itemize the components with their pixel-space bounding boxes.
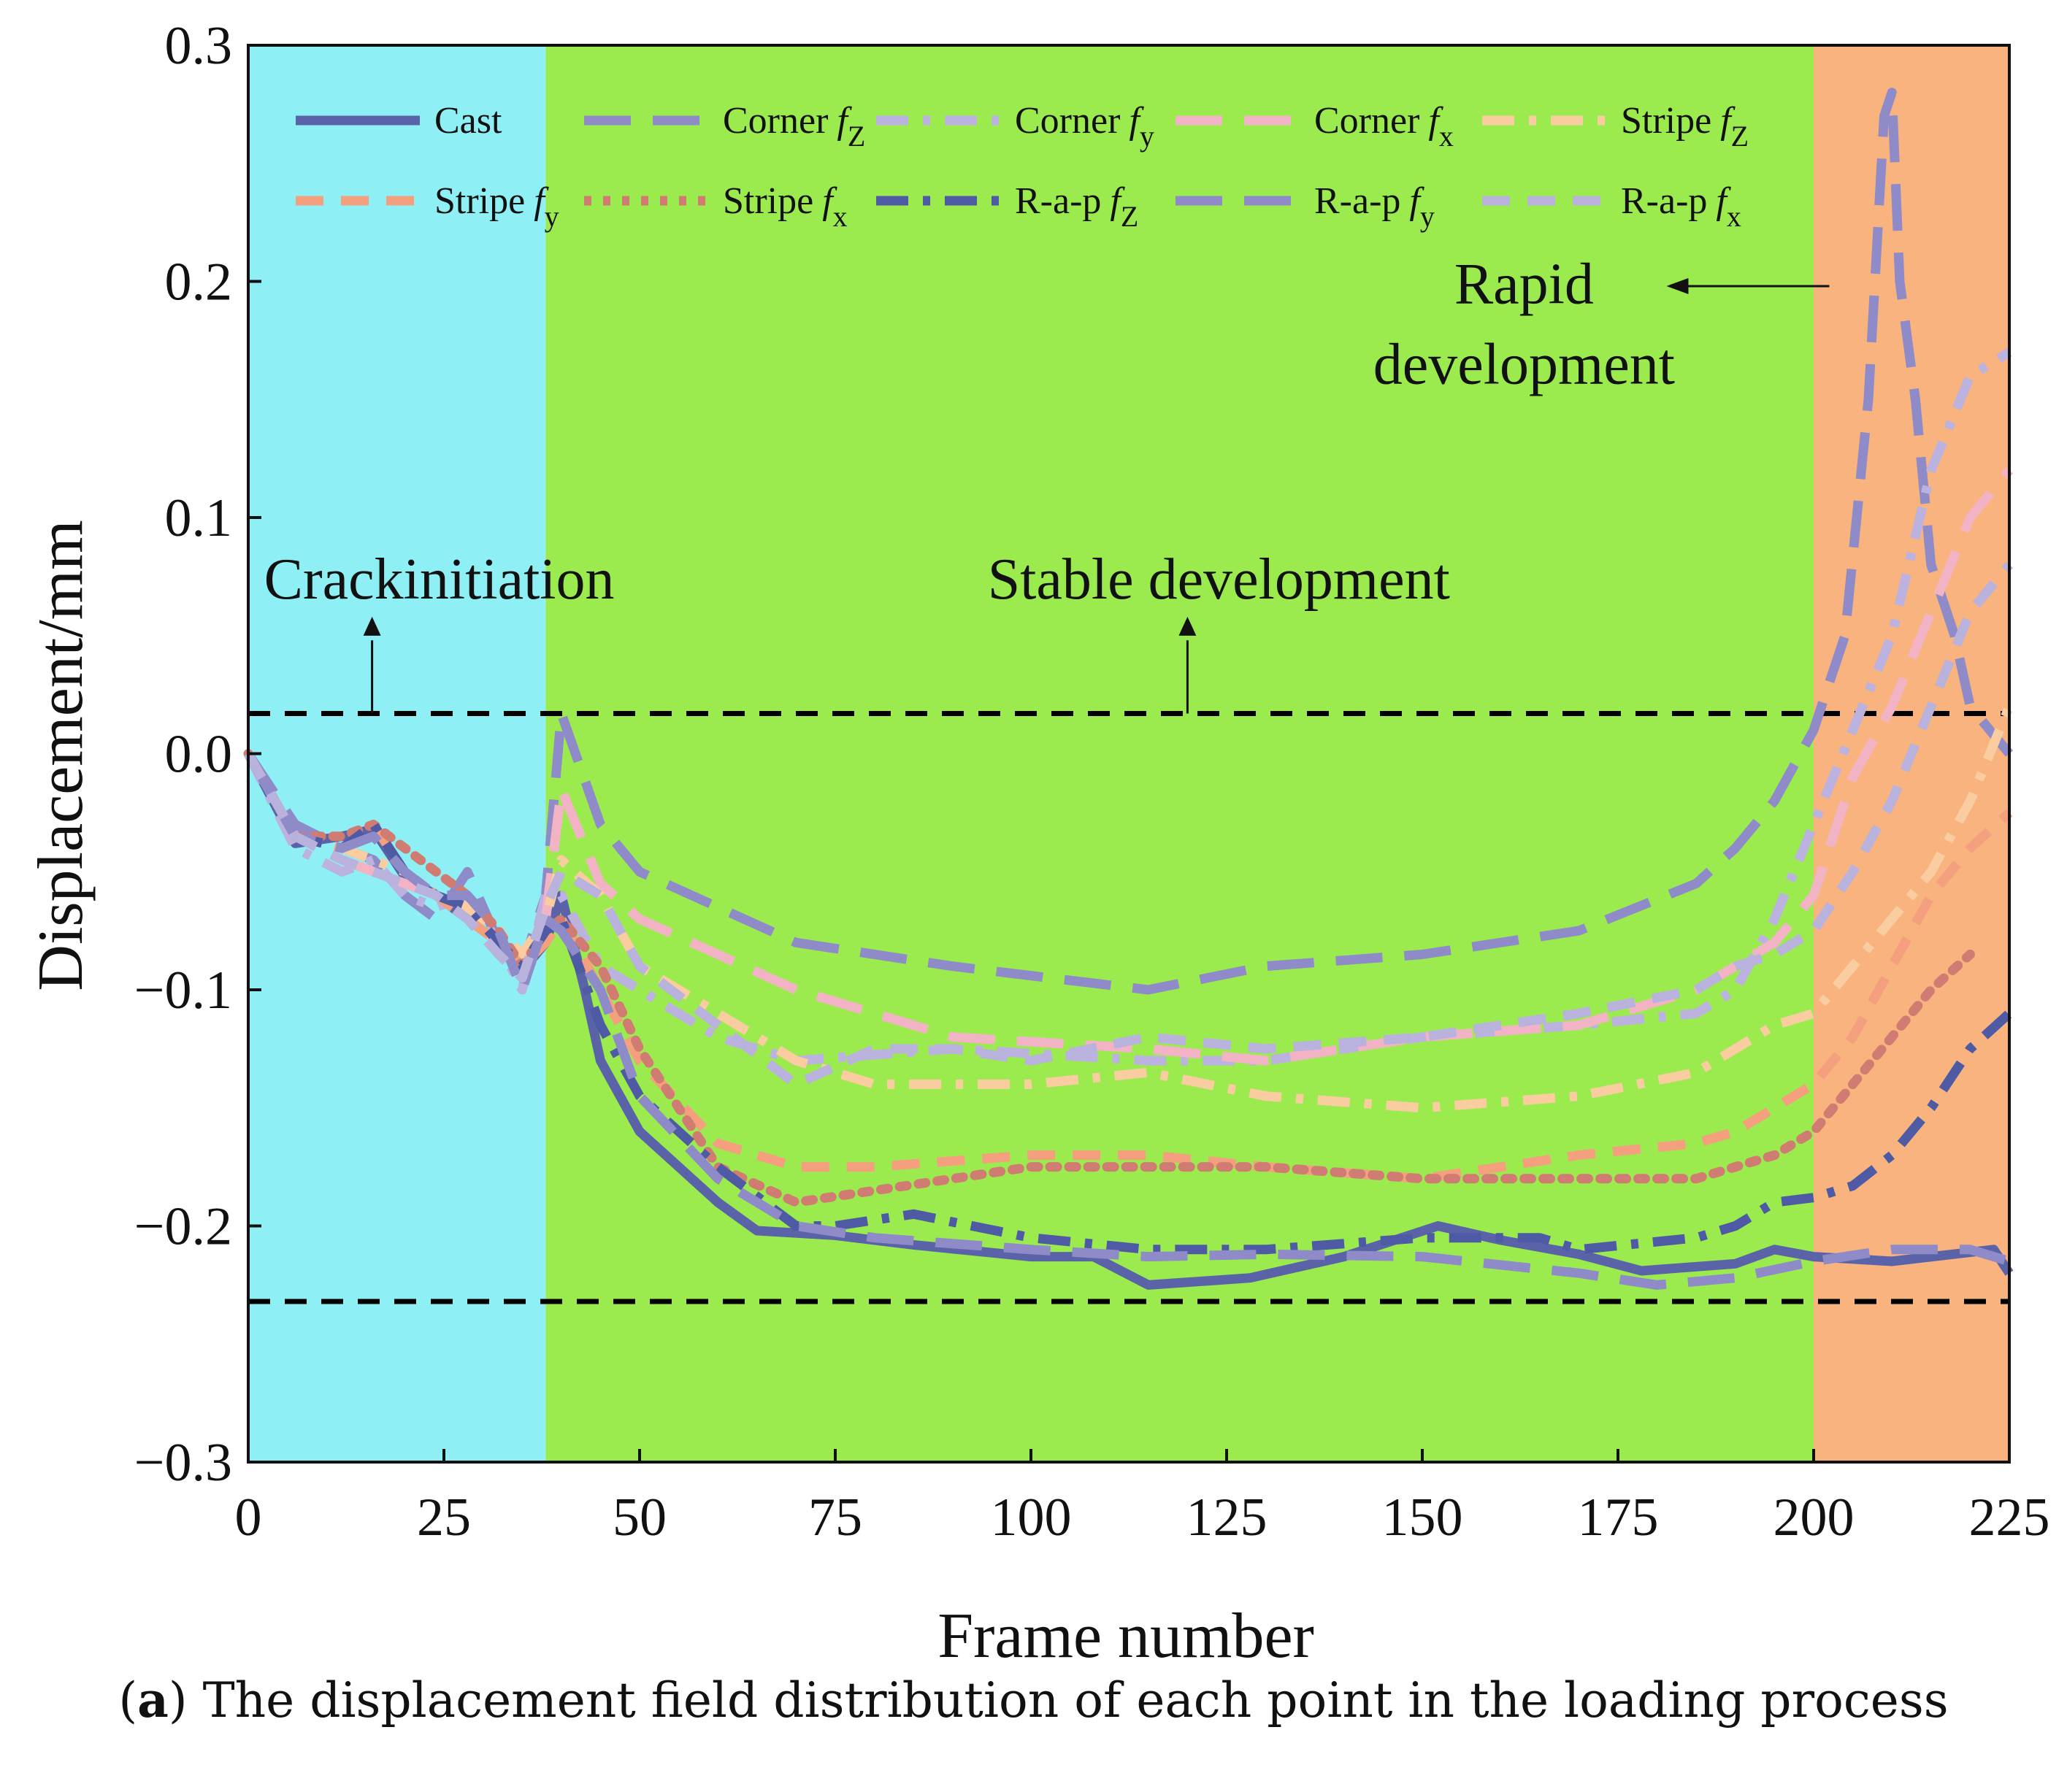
y-tick-label-2: 0.1 [165, 488, 233, 548]
series-layer [243, 88, 2014, 1290]
y-tick-label-0: 0.3 [165, 16, 233, 76]
x-tick-label-3: 75 [808, 1488, 862, 1547]
region-0 [248, 45, 546, 1462]
y-tick-label-6: −0.3 [134, 1433, 232, 1493]
annotation-rapid: Rapid [1454, 253, 1594, 317]
reference-lines [248, 711, 2009, 1304]
series-line-9 [244, 561, 2014, 1089]
annotation-arrowhead-0 [363, 616, 381, 636]
annotation-development: development [1373, 333, 1675, 397]
x-tick-label-0: 0 [235, 1488, 262, 1547]
caption-prefix: ( [118, 1672, 138, 1728]
annotation-crack-initiation: Crackinitiation [264, 547, 615, 612]
x-tick-label-9: 225 [1969, 1488, 2050, 1547]
x-tick-label-1: 25 [417, 1488, 471, 1547]
legend-label-0: Cast [434, 100, 502, 142]
caption-label: a [137, 1672, 169, 1728]
x-tick-label-4: 100 [991, 1488, 1072, 1547]
x-tick-label-5: 125 [1186, 1488, 1268, 1547]
x-tick-label-2: 50 [613, 1488, 667, 1547]
y-tick-label-5: −0.2 [134, 1197, 232, 1257]
y-tick-label-4: −0.1 [134, 961, 232, 1020]
axes: 0 25 50 75 100 125 150 175 200 225 0.3 0.2 0.1 0.0 −0.… [134, 16, 2050, 1547]
annotation-stable-development: Stable development [988, 547, 1450, 612]
annotations: Crackinitiation Stable development Rapid de… [264, 253, 1830, 714]
x-tick-label-6: 150 [1382, 1488, 1463, 1547]
x-tick-label-7: 175 [1578, 1488, 1659, 1547]
y-axis-title: Displacement/mm [26, 520, 96, 991]
figure-caption: (a) The displacement field distribution … [0, 1672, 2067, 1728]
annotation-arrowhead-2 [1666, 277, 1689, 294]
x-tick-label-8: 200 [1773, 1488, 1855, 1547]
series-line-6 [243, 749, 1975, 1207]
caption-text: ) The displacement field distribution of… [168, 1672, 1949, 1728]
annotation-arrowhead-1 [1178, 616, 1197, 636]
x-axis-title: Frame number [937, 1601, 1314, 1672]
y-tick-label-1: 0.2 [165, 253, 233, 312]
y-tick-label-3: 0.0 [165, 725, 233, 785]
series-line-8 [244, 751, 2011, 1290]
